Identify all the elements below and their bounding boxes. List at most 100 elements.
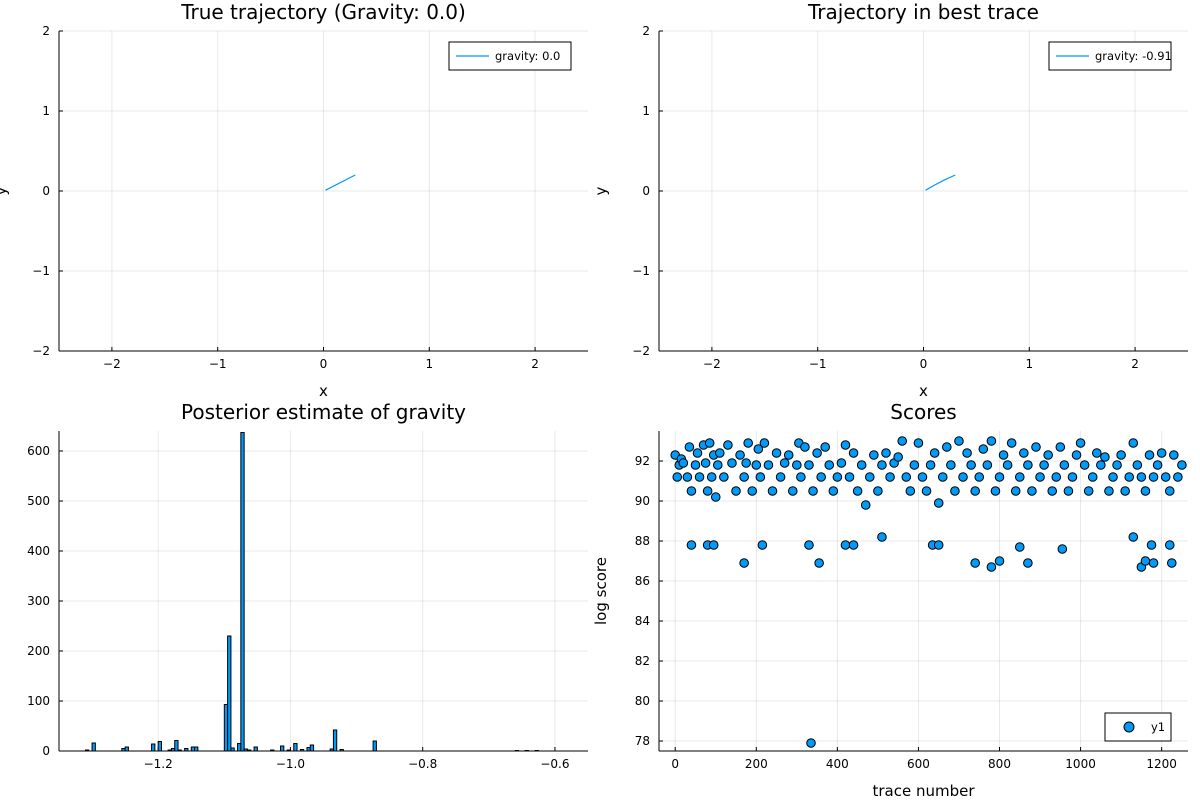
- histogram-bar: [151, 743, 156, 752]
- scatter-point: [812, 448, 822, 458]
- scatter-point: [897, 436, 908, 446]
- y-tick-label: 0: [642, 184, 650, 198]
- scatter-point: [966, 460, 976, 470]
- y-tick-label: 400: [27, 544, 50, 558]
- scatter-point: [1104, 486, 1114, 496]
- scatter-point: [937, 472, 948, 482]
- scatter-point: [1152, 460, 1163, 470]
- scatter-point: [1023, 558, 1033, 568]
- y-tick-label: 1: [42, 104, 50, 118]
- histogram-bar: [157, 741, 162, 752]
- x-tick-label: 600: [907, 757, 930, 771]
- scatter-point: [828, 486, 839, 496]
- scatter-point: [804, 540, 814, 550]
- scatter-point: [1031, 442, 1041, 452]
- y-tick-label: 600: [27, 444, 50, 458]
- scatter-point: [1035, 472, 1045, 482]
- scatter-point: [757, 540, 768, 550]
- x-tick-label: −2: [703, 357, 721, 371]
- scatter-point: [735, 450, 745, 460]
- histogram-bar: [534, 750, 539, 752]
- scatter-point: [982, 460, 993, 470]
- scatter-point: [994, 556, 1005, 566]
- chart-title: True trajectory (Gravity: 0.0): [180, 0, 466, 24]
- scatter-point: [1120, 486, 1130, 496]
- x-tick-label: 0: [671, 757, 679, 771]
- legend: gravity: -0.91: [1048, 41, 1172, 71]
- scatter-point: [1166, 558, 1177, 568]
- scatter-point: [1063, 486, 1074, 496]
- scatter-point: [1014, 542, 1025, 552]
- legend-label: gravity: 0.0: [495, 49, 560, 63]
- histogram-bar: [84, 749, 90, 752]
- panel-2: −2 −1 0 1 2 −2 −1 0 1 2 Trajectory in best trace x y…: [592, 0, 1188, 400]
- scatter-point: [743, 438, 753, 448]
- legend: y1: [1104, 712, 1172, 742]
- scatter-point: [917, 472, 928, 482]
- scatter-point: [1148, 472, 1159, 482]
- scatter-point: [1057, 544, 1068, 554]
- scatter-point: [1059, 460, 1070, 470]
- scatter-point: [848, 540, 859, 550]
- y-tick-label: 1: [642, 104, 650, 118]
- scatter-point: [954, 436, 964, 446]
- y-tick-label: −2: [632, 344, 650, 358]
- scatter-point: [1006, 438, 1017, 448]
- x-tick-label: −0.6: [540, 757, 569, 771]
- scatter-point: [958, 472, 968, 482]
- y-tick-label: 0: [42, 744, 50, 758]
- histogram-bar: [372, 740, 377, 752]
- x-tick-label: −1.2: [144, 757, 173, 771]
- x-tick-label: 800: [988, 757, 1011, 771]
- scatter-point: [1140, 556, 1151, 566]
- scatter-point: [1128, 532, 1139, 542]
- scatter-point: [909, 460, 920, 470]
- scatter-point: [869, 450, 879, 460]
- scatter-point: [779, 458, 790, 468]
- scatter-point: [1173, 472, 1183, 482]
- scatter-point: [755, 472, 766, 482]
- scatter-point: [808, 486, 818, 496]
- histogram-bar: [91, 742, 96, 752]
- histogram-bar: [230, 747, 235, 752]
- chart-title: Posterior estimate of gravity: [181, 400, 466, 424]
- x-tick-label: −2: [103, 357, 121, 371]
- scatter-point: [783, 450, 794, 460]
- scatter-point: [1067, 472, 1078, 482]
- histogram-bar: [293, 743, 298, 752]
- scatter-point: [1051, 472, 1062, 482]
- y-tick-label: 100: [27, 694, 50, 708]
- scatter-point: [885, 472, 895, 482]
- x-tick-label: 2: [1131, 357, 1139, 371]
- scatter-point: [1112, 460, 1122, 470]
- scatter-point: [686, 540, 697, 550]
- scatter-point: [1079, 460, 1090, 470]
- scatter-point: [921, 486, 932, 496]
- panel-1: −2 −1 0 1 2 −2 −1 0 1 2 True trajectory (Gravity: …: [0, 0, 588, 400]
- scatter-point: [1177, 460, 1187, 470]
- x-tick-label: −0.8: [408, 757, 437, 771]
- x-tick-label: −1.0: [276, 757, 305, 771]
- scatter-point: [1075, 438, 1086, 448]
- y-tick-label: 500: [27, 494, 50, 508]
- scatter-point: [741, 458, 751, 468]
- scatter-point: [950, 486, 960, 496]
- scatter-point: [792, 460, 802, 470]
- histogram-bar: [194, 746, 199, 752]
- scatter-point: [893, 452, 903, 462]
- y-tick-label: −1: [632, 264, 650, 278]
- scatter-point: [719, 472, 729, 482]
- scatter-point: [942, 442, 952, 452]
- histogram-bar: [227, 635, 232, 752]
- scatter-point: [1148, 558, 1159, 568]
- y-tick-label: 92: [635, 454, 650, 468]
- scatter-point: [1010, 486, 1021, 496]
- scatter-point: [820, 442, 830, 452]
- chart-title: Scores: [890, 400, 956, 424]
- y-tick-label: −1: [32, 264, 50, 278]
- scatter-point: [682, 472, 693, 482]
- histogram-bar: [184, 748, 189, 752]
- histogram-bar: [309, 744, 315, 752]
- scatter-point: [970, 558, 980, 568]
